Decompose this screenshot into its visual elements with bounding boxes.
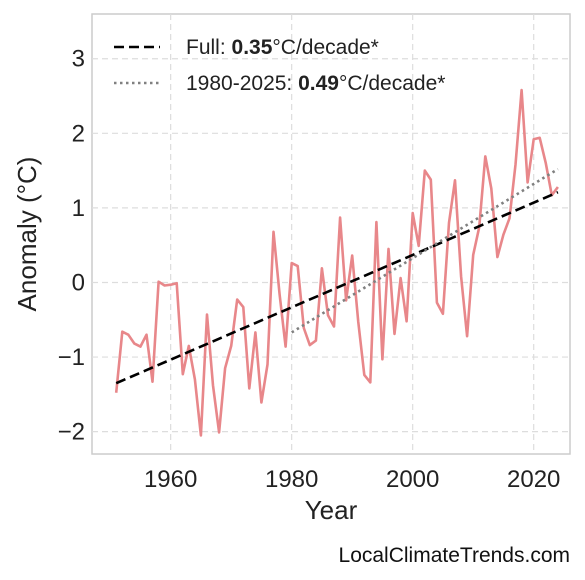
watermark: LocalClimateTrends.com <box>338 544 570 567</box>
recent-trend-line <box>291 167 559 334</box>
y-tick-label: 1 <box>72 195 85 222</box>
tick-labels: 1960 1980 2000 2020 −2 −1 0 1 2 3 <box>58 46 561 493</box>
y-tick-label: −2 <box>58 419 85 446</box>
x-axis-title: Year <box>305 495 358 525</box>
legend: Full: 0.35°C/decade* 1980-2025: 0.49°C/de… <box>114 36 445 95</box>
full-trend-line <box>115 191 559 385</box>
x-tick-label: 2020 <box>507 466 560 493</box>
x-tick-label: 1980 <box>265 466 318 493</box>
y-tick-label: 3 <box>72 46 85 73</box>
y-tick-label: −1 <box>58 344 85 371</box>
plot-area <box>91 13 571 455</box>
x-tick-label: 2000 <box>386 466 439 493</box>
y-tick-label: 2 <box>72 120 85 147</box>
legend-label: 1980-2025: 0.49°C/decade* <box>186 72 445 95</box>
y-axis-title: Anomaly (°C) <box>12 157 42 312</box>
x-tick-label: 1960 <box>144 466 197 493</box>
series-layer <box>114 88 559 437</box>
legend-label: Full: 0.35°C/decade* <box>186 36 379 59</box>
y-tick-label: 0 <box>72 269 85 296</box>
